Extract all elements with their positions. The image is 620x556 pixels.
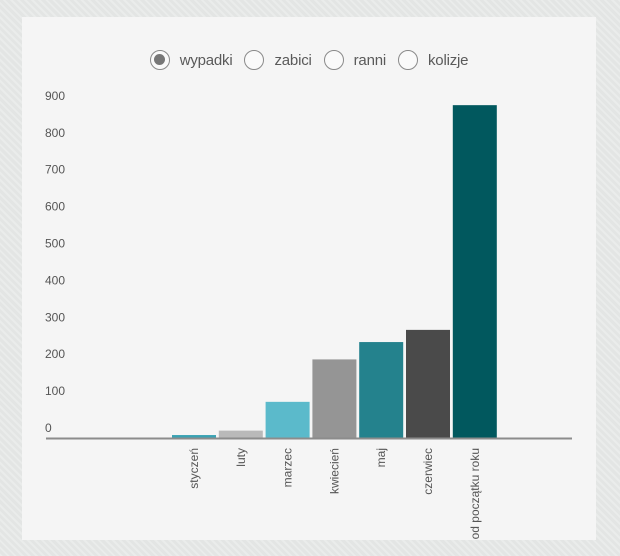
x-tick-label: maj bbox=[374, 448, 388, 467]
y-tick-label: 700 bbox=[45, 163, 65, 177]
bar-5[interactable] bbox=[406, 329, 450, 438]
x-tick-label: styczeń bbox=[187, 448, 201, 489]
x-tick-label: kwiecień bbox=[327, 448, 341, 494]
chart-card: wypadki zabici ranni kolizje 0 100 200 300 4… bbox=[22, 17, 596, 540]
x-tick-label: od początku roku bbox=[468, 448, 482, 539]
y-tick-label: 600 bbox=[45, 200, 65, 214]
y-tick-label: 100 bbox=[45, 384, 65, 398]
radio-label-kolizje: kolizje bbox=[428, 51, 469, 69]
bar-chart: 0 100 200 300 400 500 600 700 800 900 styczeń luty m… bbox=[45, 89, 572, 539]
radio-option-zabici[interactable]: zabici bbox=[244, 50, 312, 70]
radio-label-zabici: zabici bbox=[274, 51, 312, 69]
metric-radio-group: wypadki zabici ranni kolizje bbox=[22, 50, 596, 70]
x-tick-label: marzec bbox=[281, 448, 295, 487]
radio-button-ranni[interactable] bbox=[323, 50, 344, 70]
y-tick-label: 0 bbox=[45, 421, 52, 435]
radio-label-ranni: ranni bbox=[353, 51, 387, 69]
radio-option-ranni[interactable]: ranni bbox=[323, 50, 387, 70]
radio-button-kolizje[interactable] bbox=[398, 50, 418, 70]
y-tick-label: 900 bbox=[45, 89, 65, 103]
y-tick-label: 500 bbox=[45, 237, 65, 251]
radio-button-zabici[interactable] bbox=[244, 50, 265, 70]
radio-label-wypadki: wypadki bbox=[179, 51, 233, 69]
y-tick-label: 800 bbox=[45, 126, 65, 140]
y-tick-label: 200 bbox=[45, 347, 65, 361]
bar-2[interactable] bbox=[265, 401, 310, 438]
x-tick-label: luty bbox=[234, 448, 248, 467]
y-tick-label: 300 bbox=[45, 310, 65, 324]
x-tick-label: czerwiec bbox=[421, 448, 435, 495]
bar-6[interactable] bbox=[452, 105, 497, 439]
radio-button-wypadki[interactable] bbox=[149, 50, 170, 70]
bar-0[interactable] bbox=[172, 435, 216, 438]
bar-4[interactable] bbox=[359, 342, 404, 438]
bar-3[interactable] bbox=[312, 359, 357, 438]
radio-option-wypadki[interactable]: wypadki bbox=[149, 50, 233, 70]
y-tick-label: 400 bbox=[45, 273, 65, 287]
radio-option-kolizje[interactable]: kolizje bbox=[398, 50, 468, 70]
bar-1[interactable] bbox=[218, 430, 263, 438]
